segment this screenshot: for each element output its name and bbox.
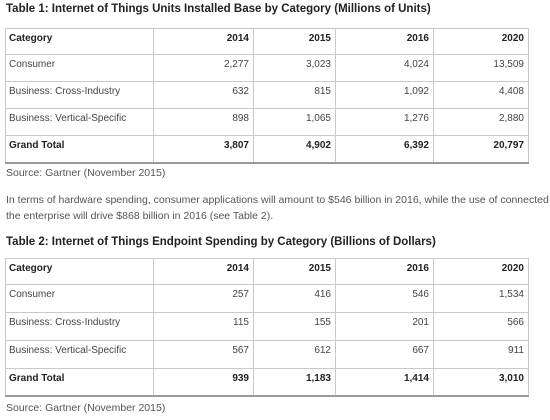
table1-source: Source: Gartner (November 2015) <box>6 167 166 179</box>
table-cell: 939 <box>153 368 254 397</box>
table1-header-2016: 2016 <box>335 28 434 55</box>
table2-header-category: Category <box>5 258 154 285</box>
table-cell: 1,092 <box>335 81 434 109</box>
table-cell: 20,797 <box>433 135 529 164</box>
table1-total-row: Grand Total 3,807 4,902 6,392 20,797 <box>5 135 529 164</box>
table-row: Consumer 2,277 3,023 4,024 13,509 <box>5 54 529 82</box>
table1-header-category: Category <box>5 28 154 55</box>
paragraph-line: the enterprise will drive $868 billion i… <box>6 210 274 222</box>
table-cell-category: Business: Vertical-Specific <box>5 108 154 136</box>
table-cell: 898 <box>153 108 254 136</box>
table-cell: 6,392 <box>335 135 434 164</box>
table-cell: 201 <box>335 312 434 341</box>
table-cell-category: Grand Total <box>5 368 154 397</box>
table-cell: 3,010 <box>433 368 529 397</box>
table-row: Business: Cross-Industry 115 155 201 566 <box>5 312 529 341</box>
table-row: Consumer 257 416 546 1,534 <box>5 284 529 313</box>
table-cell: 1,276 <box>335 108 434 136</box>
table1-header-row: Category 2014 2015 2016 2020 <box>5 28 529 55</box>
table-cell: 566 <box>433 312 529 341</box>
table-cell-category: Consumer <box>5 54 154 82</box>
table1-header-2014: 2014 <box>153 28 254 55</box>
table-cell: 4,902 <box>253 135 336 164</box>
table-cell: 1,534 <box>433 284 529 313</box>
table-cell-category: Business: Cross-Industry <box>5 81 154 109</box>
table-cell: 3,807 <box>153 135 254 164</box>
table-cell: 2,880 <box>433 108 529 136</box>
table-cell: 815 <box>253 81 336 109</box>
table-cell: 115 <box>153 312 254 341</box>
body-paragraph: In terms of hardware spending, consumer … <box>6 192 550 224</box>
table-cell-category: Grand Total <box>5 135 154 164</box>
table-cell: 612 <box>253 340 336 369</box>
table-cell-category: Business: Vertical-Specific <box>5 340 154 369</box>
table2-title: Table 2: Internet of Things Endpoint Spe… <box>6 236 436 248</box>
table2-header-2020: 2020 <box>433 258 529 285</box>
table-cell: 257 <box>153 284 254 313</box>
table-cell: 1,065 <box>253 108 336 136</box>
table-cell: 1,414 <box>335 368 434 397</box>
table-row: Business: Vertical-Specific 567 612 667 … <box>5 340 529 369</box>
table-cell: 546 <box>335 284 434 313</box>
table-cell-category: Consumer <box>5 284 154 313</box>
table1: Category 2014 2015 2016 2020 Consumer 2,… <box>5 28 529 164</box>
table2-header-2016: 2016 <box>335 258 434 285</box>
table2-header-row: Category 2014 2015 2016 2020 <box>5 258 529 285</box>
table-cell: 416 <box>253 284 336 313</box>
table-cell: 1,183 <box>253 368 336 397</box>
table2: Category 2014 2015 2016 2020 Consumer 25… <box>5 258 529 397</box>
table-cell: 3,023 <box>253 54 336 82</box>
table-cell: 4,024 <box>335 54 434 82</box>
table-cell-category: Business: Cross-Industry <box>5 312 154 341</box>
table1-header-2015: 2015 <box>253 28 336 55</box>
paragraph-line: In terms of hardware spending, consumer … <box>6 194 550 206</box>
table-cell: 667 <box>335 340 434 369</box>
table2-source: Source: Gartner (November 2015) <box>6 402 166 414</box>
table-cell: 632 <box>153 81 254 109</box>
table-row: Business: Vertical-Specific 898 1,065 1,… <box>5 108 529 136</box>
table-cell: 2,277 <box>153 54 254 82</box>
table-row: Business: Cross-Industry 632 815 1,092 4… <box>5 81 529 109</box>
table2-header-2015: 2015 <box>253 258 336 285</box>
table1-header-2020: 2020 <box>433 28 529 55</box>
table-cell: 567 <box>153 340 254 369</box>
table-cell: 155 <box>253 312 336 341</box>
table2-total-row: Grand Total 939 1,183 1,414 3,010 <box>5 368 529 397</box>
table-cell: 4,408 <box>433 81 529 109</box>
table1-title: Table 1: Internet of Things Units Instal… <box>6 3 431 15</box>
table-cell: 13,509 <box>433 54 529 82</box>
table2-header-2014: 2014 <box>153 258 254 285</box>
table-cell: 911 <box>433 340 529 369</box>
